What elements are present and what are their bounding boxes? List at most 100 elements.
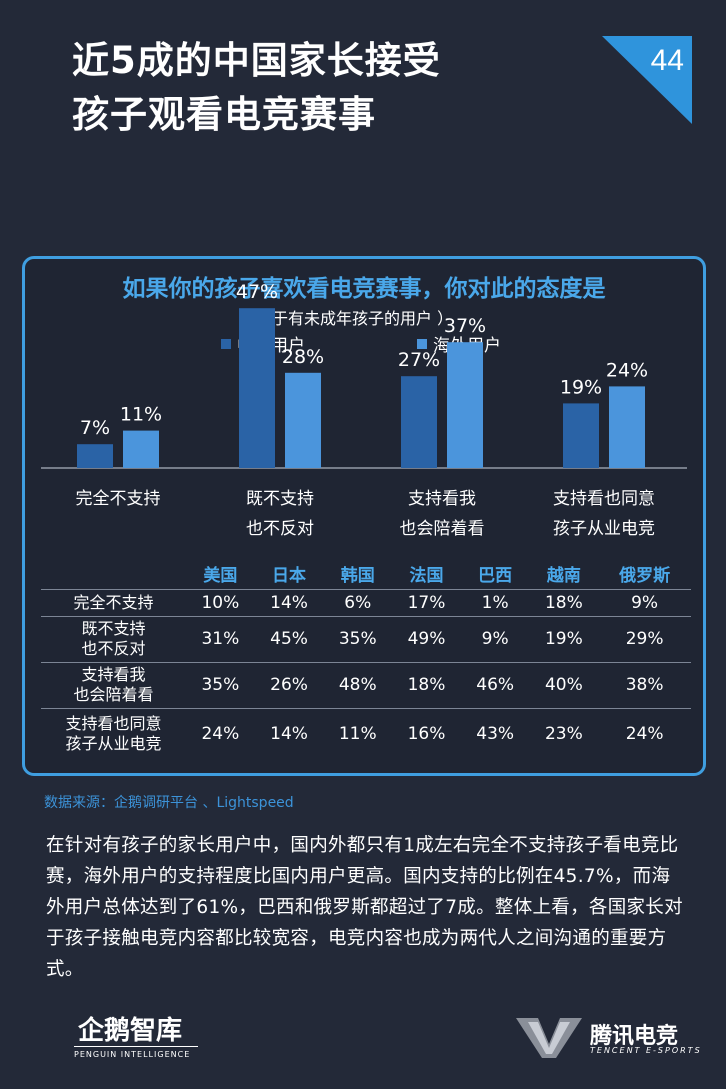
- bar-china: [239, 308, 275, 468]
- table-cell: 19%: [529, 616, 599, 663]
- tencent-esports-emblem-icon: [516, 1018, 582, 1058]
- page-title: 近5成的中国家长接受 孩子观看电竞赛事: [72, 34, 441, 142]
- table-cell: 26%: [254, 662, 324, 709]
- row-label-line: 也不反对: [81, 639, 146, 658]
- bar-value-label: 37%: [444, 315, 486, 337]
- category-label-line: 完全不支持: [75, 489, 161, 509]
- corner-triangle-icon: [602, 36, 692, 124]
- country-header: 韩国: [323, 559, 393, 590]
- table-cell: 29%: [598, 616, 691, 663]
- table-cell: 18%: [529, 589, 599, 617]
- table-cell: 35%: [323, 616, 393, 663]
- logo-right-name: 腾讯电竞: [590, 1024, 679, 1049]
- table-cell: 6%: [323, 589, 393, 617]
- page-title-line2: 孩子观看电竞赛事: [72, 93, 376, 136]
- chart-subtitle: （ 基于有未成年孩子的用户 ）: [234, 309, 454, 328]
- category-label: 既不支持 也不反对: [210, 484, 350, 544]
- row-label: 支持看也同意 孩子从业电竞: [41, 708, 186, 760]
- logo-left-name: 企鹅智库: [78, 1016, 183, 1046]
- table-cell: 18%: [392, 662, 461, 709]
- page-number-badge: 44: [602, 36, 692, 124]
- country-header: 美国: [186, 559, 255, 590]
- bar-china: [401, 376, 437, 468]
- category-label-line: 也不反对: [246, 519, 314, 539]
- category-label-line: 支持看也同意: [553, 489, 655, 509]
- tencent-esports-logo: 腾讯电竞 TENCENT E-SPORTS: [516, 1014, 706, 1064]
- row-label-line: 支持看我: [81, 665, 146, 684]
- page-number: 44: [650, 44, 684, 77]
- row-label-line: 也会陪着看: [73, 685, 154, 704]
- bar-overseas: [123, 430, 159, 468]
- row-label: 既不支持 也不反对: [41, 616, 186, 663]
- bar-overseas: [609, 386, 645, 468]
- table-cell: 46%: [460, 662, 530, 709]
- table-cell: 17%: [392, 589, 461, 617]
- penguin-intelligence-logo: 企鹅智库 PENGUIN INTELLIGENCE: [74, 1010, 204, 1064]
- row-label-line: 支持看也同意: [65, 714, 162, 734]
- logo-right-subtitle: TENCENT E-SPORTS: [590, 1046, 702, 1055]
- row-label-line: 既不支持: [81, 619, 146, 638]
- bar-value-label: 11%: [120, 404, 162, 426]
- row-label-line: 孩子从业电竞: [65, 734, 162, 754]
- table-cell: 38%: [598, 662, 691, 709]
- bar-overseas: [285, 372, 321, 468]
- table-cell: 11%: [338, 724, 377, 745]
- country-header: 日本: [254, 559, 324, 590]
- bar-overseas: [447, 342, 483, 468]
- chart-panel: 如果你的孩子喜欢看电竞赛事，你对此的态度是 （ 基于有未成年孩子的用户 ） 中国…: [22, 256, 706, 776]
- table-cell: 35%: [186, 662, 255, 709]
- category-label-line: 孩子从业电竞: [553, 519, 655, 539]
- country-header: 越南: [529, 559, 599, 590]
- table-cell: 24%: [201, 724, 240, 745]
- category-label-line: 也会陪着看: [399, 519, 485, 539]
- country-header: 法国: [392, 559, 461, 590]
- country-header-row: 美国 日本 韩国 法国 巴西 越南 俄罗斯: [41, 559, 691, 590]
- category-label-line: 支持看我: [408, 489, 476, 509]
- bar-value-label: 27%: [398, 349, 440, 371]
- bar-value-label: 24%: [606, 359, 648, 381]
- bar-value-label: 28%: [282, 346, 324, 368]
- table-cell: 43%: [476, 724, 515, 745]
- country-table-row: 完全不支持 10% 14% 6% 17% 1% 18% 9%: [41, 589, 691, 617]
- logo-left-divider: [74, 1046, 198, 1047]
- table-cell: 14%: [254, 589, 324, 617]
- bar-value-label: 47%: [236, 281, 278, 303]
- country-table-row: 支持看我 也会陪着看 35% 26% 48% 18% 46% 40% 38%: [41, 662, 691, 709]
- table-cell: 9%: [460, 616, 530, 663]
- logo-left-subtitle: PENGUIN INTELLIGENCE: [74, 1050, 191, 1059]
- category-label: 支持看也同意 孩子从业电竞: [534, 484, 674, 544]
- legend-swatch-china: [221, 338, 231, 349]
- page-title-line1: 近5成的中国家长接受: [72, 39, 441, 82]
- body-paragraph: 在针对有孩子的家长用户中，国内外都只有1成左右完全不支持孩子看电竞比赛，海外用户…: [46, 835, 683, 980]
- table-cell: 10%: [186, 589, 255, 617]
- country-header: 俄罗斯: [598, 559, 691, 590]
- table-cell: 14%: [270, 724, 308, 745]
- bar-value-label: 7%: [80, 417, 110, 439]
- table-cell: 1%: [460, 589, 530, 617]
- country-table-row: 支持看也同意 孩子从业电竞 24% 14% 11% 16% 43% 23% 24%: [41, 708, 691, 760]
- table-cell: 24%: [625, 724, 664, 745]
- table-cell: 23%: [544, 724, 583, 745]
- table-cell: 49%: [392, 616, 461, 663]
- category-label: 支持看我 也会陪着看: [372, 484, 512, 544]
- data-source: 数据来源：企鹅调研平台 、Lightspeed: [44, 795, 294, 811]
- table-cell: 45%: [254, 616, 324, 663]
- row-label: 支持看我 也会陪着看: [41, 662, 186, 709]
- table-cell: 48%: [323, 662, 393, 709]
- bar-china: [77, 444, 113, 468]
- bar-value-label: 19%: [560, 376, 602, 398]
- country-header-blank: [41, 559, 186, 590]
- category-label-line: 既不支持: [246, 489, 314, 509]
- category-label: 完全不支持: [48, 484, 188, 514]
- bar-china: [563, 403, 599, 468]
- bar-chart: 7% 47% 27% 19% 11% 28% 37% 24%: [41, 281, 687, 469]
- country-header: 巴西: [460, 559, 530, 590]
- table-cell: 31%: [186, 616, 255, 663]
- country-table: 美国 日本 韩国 法国 巴西 越南 俄罗斯 完全不支持 10% 14% 6% 17% 1%…: [41, 559, 691, 760]
- row-label: 完全不支持: [41, 589, 186, 617]
- table-cell: 40%: [529, 662, 599, 709]
- chart-title: 如果你的孩子喜欢看电竞赛事，你对此的态度是: [122, 276, 606, 302]
- row-label-line: 完全不支持: [73, 592, 154, 612]
- legend-swatch-overseas: [417, 338, 427, 349]
- country-table-row: 既不支持 也不反对 31% 45% 35% 49% 9% 19% 29%: [41, 616, 691, 663]
